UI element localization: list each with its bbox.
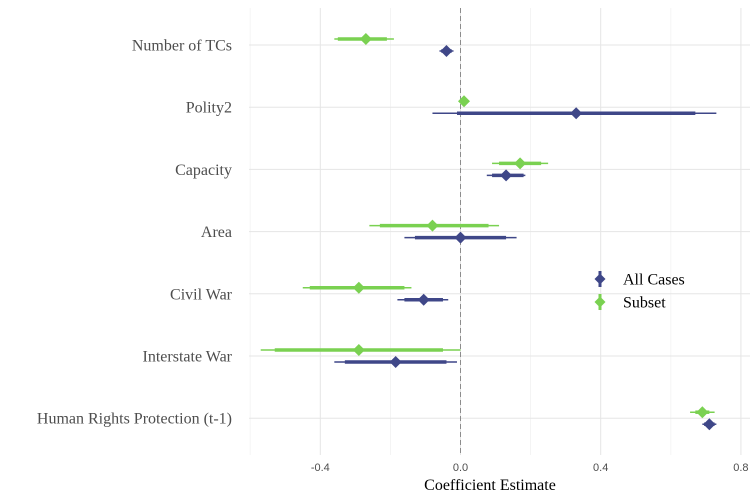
point-estimate <box>440 45 453 57</box>
point-estimate <box>359 33 372 45</box>
point-estimate <box>458 95 471 108</box>
x-axis-title: Coefficient Estimate <box>424 477 556 494</box>
point-estimate <box>570 107 583 120</box>
y-tick-label: Civil War <box>170 286 233 303</box>
x-tick-labels: -0.4 0.0 0.4 0.8 <box>311 462 749 474</box>
y-tick-label: Number of TCs <box>132 38 232 55</box>
legend-key-marker <box>594 296 606 308</box>
legend-label: Subset <box>623 295 666 312</box>
y-tick-label: Area <box>201 224 232 241</box>
x-tick-label: 0.8 <box>733 462 748 474</box>
legend: All Cases Subset <box>594 271 685 312</box>
point-estimate <box>696 406 709 419</box>
x-tick-label: 0.4 <box>593 462 608 474</box>
y-tick-label: Capacity <box>175 162 232 179</box>
point-estimate <box>352 281 365 294</box>
x-tick-label: -0.4 <box>311 462 330 474</box>
legend-label: All Cases <box>623 272 685 289</box>
point-estimate <box>514 157 527 170</box>
point-estimate <box>389 356 402 368</box>
y-tick-labels: Number of TCs Polity2 Capacity Area Civil Wa… <box>37 38 233 428</box>
point-estimate <box>352 344 365 356</box>
y-tick-label: Interstate War <box>143 349 233 366</box>
data-series <box>260 33 717 431</box>
x-tick-label: 0.0 <box>453 462 468 474</box>
y-tick-label: Human Rights Protection (t-1) <box>37 411 232 428</box>
point-estimate <box>426 219 439 232</box>
y-tick-label: Polity2 <box>186 100 232 117</box>
grid <box>249 8 750 455</box>
point-estimate <box>454 231 467 244</box>
legend-key-marker <box>594 273 606 285</box>
point-estimate <box>703 418 716 431</box>
point-estimate <box>500 169 513 182</box>
point-estimate <box>417 293 430 306</box>
